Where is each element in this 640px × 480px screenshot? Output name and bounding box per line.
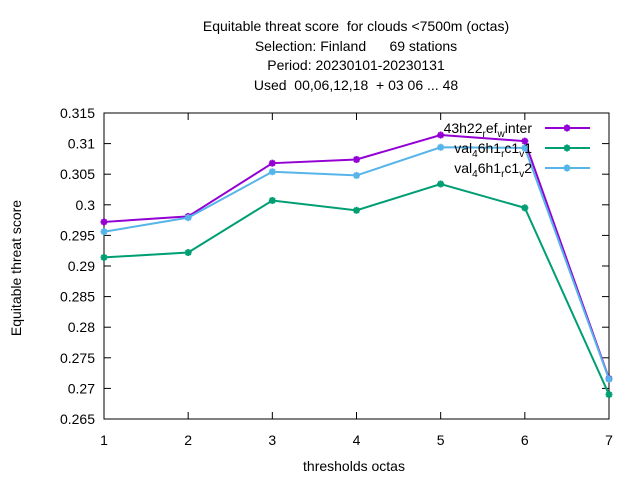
series-line — [103, 182, 610, 395]
data-point — [521, 204, 529, 212]
x-tick-label: 6 — [521, 432, 529, 448]
data-point — [100, 253, 108, 261]
data-point — [100, 218, 108, 226]
data-point — [268, 159, 276, 167]
y-tick-label: 0.28 — [68, 319, 95, 335]
legend-label: val46h1rc1v2 — [454, 160, 532, 180]
data-point — [437, 143, 445, 151]
data-point — [605, 375, 613, 383]
x-axis-label: thresholds octas — [303, 458, 405, 474]
y-tick-label: 0.285 — [60, 289, 95, 305]
y-tick-label: 0.265 — [60, 411, 95, 427]
chart-title-line-3: Period: 20230101-20230131 — [267, 57, 445, 73]
y-tick-label: 0.295 — [60, 227, 95, 243]
series-43h22_ref_winter — [100, 131, 613, 383]
data-point — [437, 180, 445, 188]
series-line — [103, 146, 610, 380]
y-tick-label: 0.3 — [76, 197, 96, 213]
data-point — [563, 144, 571, 152]
series-layer — [100, 131, 613, 399]
y-tick-label: 0.31 — [68, 136, 95, 152]
legend-entry: val46h1rc1v1 — [454, 140, 590, 160]
data-point — [563, 164, 571, 172]
series-val_4_6h1_rc1_v2 — [100, 143, 613, 383]
y-tick-label: 0.29 — [68, 258, 95, 274]
x-tick-label: 3 — [268, 432, 276, 448]
data-point — [100, 228, 108, 236]
data-point — [184, 249, 192, 257]
chart-title-line-1: Equitable threat score for clouds <7500m… — [202, 18, 510, 34]
series-val_4_6h1_rc1_v1 — [100, 180, 613, 399]
data-point — [437, 131, 445, 139]
y-axis-label: Equitable threat score — [8, 200, 24, 336]
data-point — [605, 391, 613, 399]
x-tick-label: 5 — [437, 432, 445, 448]
y-tick-label: 0.305 — [60, 166, 95, 182]
data-point — [521, 144, 529, 152]
legend-entry: 43h22refwinter — [444, 120, 590, 140]
y-tick-label: 0.27 — [68, 380, 95, 396]
data-point — [521, 137, 529, 145]
data-point — [353, 206, 360, 214]
axis-ticks: 0.265 0.27 0.275 0.28 0.285 0.29 0.295 0.3 0.305… — [60, 105, 613, 448]
x-tick-label: 7 — [605, 432, 613, 448]
data-point — [563, 124, 571, 132]
data-point — [268, 197, 276, 205]
chart-title-line-2: Selection: Finland 69 stations — [254, 38, 458, 54]
data-point — [353, 156, 360, 164]
x-tick-label: 2 — [184, 432, 192, 448]
x-tick-label: 1 — [100, 432, 108, 448]
x-tick-label: 4 — [353, 432, 361, 448]
data-point — [353, 171, 360, 179]
y-tick-label: 0.275 — [60, 350, 95, 366]
legend-label: 43h22refwinter — [444, 120, 533, 140]
legend-label: val46h1rc1v1 — [454, 140, 532, 160]
chart-title-line-4: Used 00,06,12,18 + 03 06 ... 48 — [253, 77, 459, 93]
y-tick-label: 0.315 — [60, 105, 95, 121]
legend-entry: val46h1rc1v2 — [454, 160, 590, 180]
data-point — [268, 168, 276, 176]
data-point — [184, 214, 192, 222]
